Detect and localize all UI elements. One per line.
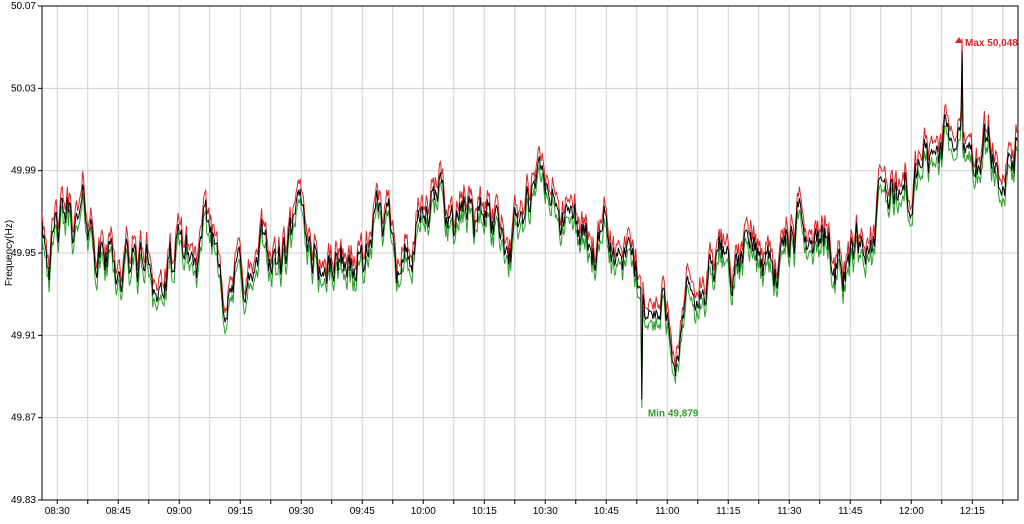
y-tick-label: 49.83 [11, 495, 36, 506]
x-tick-label: 11:00 [655, 506, 680, 517]
y-tick-label: 49.87 [11, 413, 36, 424]
chart-svg: 49.8349.8749.9149.9549.9950.0350.0708:30… [0, 0, 1024, 519]
x-tick-label: 11:45 [838, 506, 863, 517]
y-tick-label: 49.99 [11, 166, 36, 177]
x-tick-label: 08:45 [106, 506, 131, 517]
x-tick-label: 10:00 [411, 506, 436, 517]
x-tick-label: 11:15 [716, 506, 741, 517]
x-tick-label: 09:00 [167, 506, 192, 517]
x-tick-label: 08:30 [45, 506, 70, 517]
x-tick-label: 09:30 [289, 506, 314, 517]
x-tick-label: 09:45 [350, 506, 375, 517]
x-tick-label: 11:30 [777, 506, 802, 517]
x-tick-label: 12:00 [899, 506, 924, 517]
y-axis-title: Frequency(Hz) [4, 220, 15, 286]
annotation-label: Max 50,048 [965, 38, 1018, 49]
annotation-label: Min 49,879 [648, 409, 699, 420]
y-tick-label: 49.91 [11, 330, 36, 341]
y-tick-label: 50.03 [11, 83, 36, 94]
frequency-time-chart: 49.8349.8749.9149.9549.9950.0350.0708:30… [0, 0, 1024, 519]
x-tick-label: 10:15 [472, 506, 497, 517]
y-tick-label: 50.07 [11, 1, 36, 12]
x-tick-label: 09:15 [228, 506, 253, 517]
x-tick-label: 10:30 [533, 506, 558, 517]
x-tick-label: 10:45 [594, 506, 619, 517]
x-tick-label: 12:15 [960, 506, 985, 517]
